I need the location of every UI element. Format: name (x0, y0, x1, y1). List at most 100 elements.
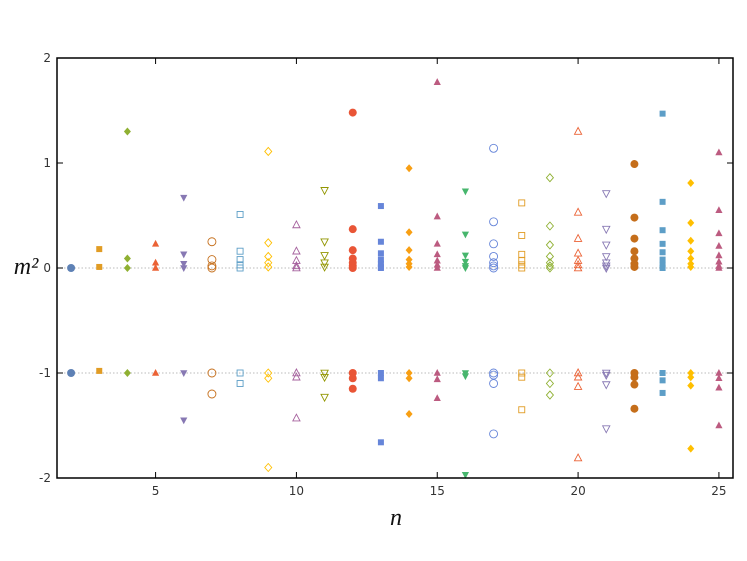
point (207, 389, 217, 399)
point (601, 371, 611, 381)
point (377, 260, 384, 267)
y-tick-label: 2 (43, 51, 51, 65)
point (573, 263, 583, 272)
point (405, 409, 413, 418)
point (348, 384, 357, 393)
point (518, 231, 526, 239)
point (151, 264, 160, 271)
y-tick-label: 1 (43, 156, 51, 170)
point (489, 263, 499, 273)
point (573, 248, 583, 257)
point (518, 257, 526, 265)
point (601, 262, 611, 271)
point (320, 373, 329, 383)
point (348, 225, 357, 234)
point (687, 247, 695, 256)
point (659, 370, 666, 376)
point (659, 110, 666, 117)
point (573, 207, 583, 216)
point (573, 372, 583, 381)
point (715, 251, 723, 259)
point (715, 148, 723, 156)
point (320, 259, 329, 268)
x-tick-label: 25 (711, 484, 726, 498)
point (207, 368, 217, 378)
point (687, 254, 695, 263)
point (320, 369, 329, 378)
point (518, 199, 526, 207)
point (236, 256, 244, 264)
point (545, 378, 555, 389)
point (151, 239, 160, 247)
point (687, 381, 695, 390)
point (348, 264, 357, 272)
point (433, 78, 441, 85)
x-axis-label: n (390, 505, 402, 531)
x-tick-label: 10 (289, 484, 304, 498)
point (292, 246, 301, 255)
point (715, 421, 723, 429)
point (715, 257, 723, 265)
point (405, 255, 413, 264)
point (292, 263, 301, 272)
point (433, 250, 441, 258)
point (545, 173, 555, 183)
point (320, 252, 329, 261)
plot-frame (56, 57, 734, 479)
point (180, 194, 188, 202)
point (405, 228, 413, 237)
point (433, 256, 441, 264)
point (180, 261, 188, 268)
point (630, 262, 639, 271)
point (123, 254, 131, 263)
point (433, 239, 441, 247)
point (489, 429, 499, 439)
x-tick-label: 5 (152, 484, 160, 498)
point (687, 369, 695, 377)
point (236, 369, 244, 377)
point (715, 374, 723, 382)
point (715, 206, 723, 214)
point (292, 372, 301, 381)
point (489, 370, 499, 380)
point (67, 264, 76, 272)
point (264, 238, 273, 248)
point (377, 256, 384, 263)
point (461, 188, 470, 196)
point (67, 369, 76, 377)
point (264, 368, 273, 378)
point (461, 472, 470, 479)
point (123, 127, 131, 136)
point (545, 258, 555, 268)
point (630, 247, 639, 256)
point (207, 261, 217, 271)
point (180, 417, 188, 425)
point (264, 262, 273, 272)
point (461, 265, 470, 272)
point (264, 146, 273, 157)
point (348, 374, 357, 383)
point (601, 369, 611, 378)
point (292, 413, 301, 422)
point (715, 383, 723, 391)
point (377, 375, 384, 382)
point (433, 375, 441, 383)
point (601, 264, 611, 273)
point (489, 143, 499, 153)
point (207, 237, 217, 247)
point (377, 265, 384, 271)
point (630, 160, 639, 169)
point (461, 252, 470, 260)
point (518, 264, 526, 272)
point (518, 373, 526, 381)
point (348, 108, 357, 117)
point (405, 246, 413, 255)
point (433, 369, 441, 376)
point (489, 379, 499, 388)
point (433, 394, 441, 401)
point (292, 260, 301, 270)
point (630, 373, 639, 382)
y-tick-label: -2 (39, 471, 51, 485)
point (545, 251, 555, 262)
y-tick-label: 0 (43, 261, 51, 275)
